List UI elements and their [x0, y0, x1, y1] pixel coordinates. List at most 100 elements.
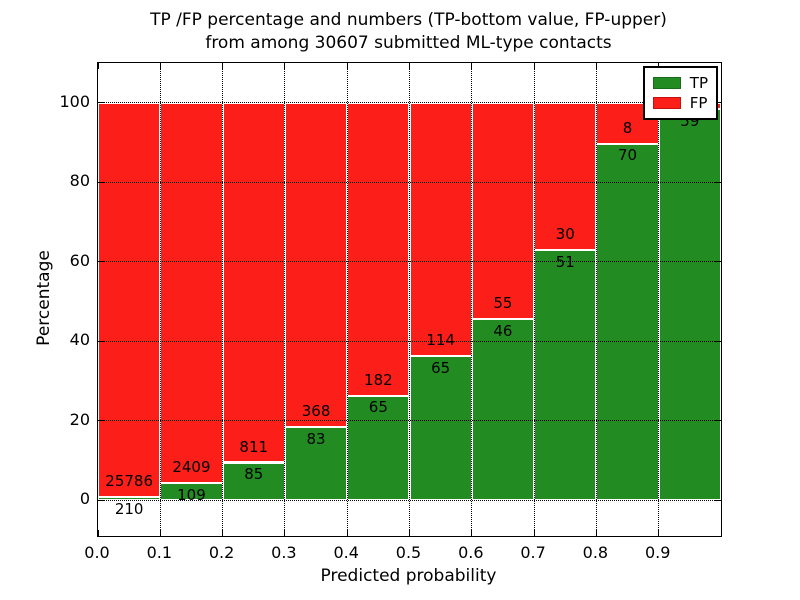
tp-count-label: 51 [555, 252, 575, 271]
chart-title-line1: TP /FP percentage and numbers (TP-bottom… [150, 10, 667, 30]
x-gridline [159, 63, 161, 536]
y-tick-mark [98, 499, 104, 501]
fp-bar-segment [160, 102, 223, 483]
y-tick-label: 20 [69, 409, 90, 429]
x-axis-label: Predicted probability [320, 566, 497, 586]
y-tick-mark [98, 340, 104, 342]
legend-row: FP [652, 93, 708, 113]
fp-count-label: 368 [301, 402, 331, 421]
tp-bar-segment [471, 319, 535, 501]
tp-bar-segment [347, 395, 410, 501]
legend-label: TP [689, 74, 708, 92]
x-tick-label: 0.6 [458, 543, 484, 562]
fp-count-label: 182 [364, 370, 393, 389]
x-tick-label: 0.0 [84, 543, 110, 562]
tp-count-label: 85 [244, 465, 264, 484]
fp-bar-segment [409, 102, 472, 356]
tp-count-label: 109 [177, 485, 206, 504]
tp-count-label: 46 [493, 322, 513, 341]
y-tick-mark [98, 181, 104, 183]
y-tick-label: 40 [69, 330, 90, 350]
x-gridline [471, 63, 473, 536]
x-tick-mark [658, 530, 660, 536]
plot-area: TP FP 25786 210 2409 109 811 85 368 83 182 65 114 65… [97, 62, 722, 537]
x-tick-mark [471, 530, 473, 536]
legend: TP FP [642, 66, 718, 120]
x-gridline [222, 63, 224, 536]
tp-bar-segment [284, 427, 348, 501]
x-tick-label: 0.3 [271, 543, 297, 562]
fp-count-label: 114 [426, 330, 455, 349]
tp-bar-segment [534, 249, 597, 501]
y-tick-label: 0 [79, 489, 90, 509]
y-tick-mark [715, 181, 721, 183]
x-tick-mark [533, 530, 535, 536]
tp-bar-segment [596, 143, 659, 501]
fp-count-label: 8 [622, 118, 633, 137]
fp-count-label: 811 [239, 437, 269, 456]
x-tick-mark [284, 63, 286, 69]
fp-count-label: 2409 [172, 458, 211, 477]
fp-bar-segment [347, 102, 410, 396]
fp-count-label: 30 [555, 225, 575, 244]
x-tick-mark [159, 530, 161, 536]
x-gridline [346, 63, 348, 536]
x-tick-label: 0.8 [582, 543, 609, 562]
tp-count-label: 65 [431, 358, 451, 377]
y-tick-mark [98, 102, 104, 104]
x-tick-mark [595, 63, 597, 69]
y-tick-mark [715, 420, 721, 422]
x-tick-label: 0.4 [333, 543, 359, 562]
x-tick-mark [222, 63, 224, 69]
tp-count-label: 70 [618, 146, 638, 165]
y-tick-mark [715, 499, 721, 501]
fp-count-label: 55 [493, 294, 513, 313]
x-tick-mark [97, 63, 99, 69]
tp-count-label: 83 [306, 429, 326, 448]
x-tick-mark [284, 530, 286, 536]
tp-count-label: 210 [114, 499, 144, 518]
x-tick-label: 0.7 [520, 543, 546, 562]
x-tick-label: 0.1 [146, 543, 173, 562]
legend-label: FP [689, 94, 708, 112]
tp-bar-segment [98, 497, 161, 501]
x-tick-mark [595, 530, 597, 536]
y-tick-mark [715, 102, 721, 104]
chart-title-line2: from among 30607 submitted ML-type conta… [205, 33, 612, 53]
y-tick-mark [98, 261, 104, 263]
y-tick-label: 80 [69, 171, 90, 191]
x-gridline [409, 63, 410, 536]
x-tick-mark [533, 63, 535, 69]
x-tick-mark [409, 530, 410, 536]
x-gridline [595, 63, 597, 536]
tp-bar-segment [658, 109, 721, 501]
x-tick-mark [346, 63, 348, 69]
tp-bar-segment [409, 355, 472, 501]
tp-count-label: 65 [368, 398, 388, 417]
x-tick-label: 0.2 [208, 543, 235, 562]
x-tick-mark [97, 530, 99, 536]
legend-row: TP [652, 73, 708, 93]
x-tick-label: 0.9 [644, 543, 671, 562]
y-tick-mark [98, 420, 104, 422]
x-tick-mark [159, 63, 161, 69]
y-tick-mark [715, 340, 721, 342]
y-tick-label: 60 [69, 250, 90, 270]
x-tick-mark [222, 530, 224, 536]
fp-legend-swatch [652, 97, 681, 109]
x-gridline [284, 63, 286, 536]
fp-bar-segment [471, 102, 535, 320]
y-tick-mark [715, 261, 721, 263]
fp-bar-segment [222, 102, 285, 463]
fp-count-label: 25786 [105, 472, 153, 491]
tp-bar-segment [160, 483, 223, 501]
x-gridline [658, 63, 660, 536]
x-tick-label: 0.5 [395, 543, 422, 562]
chart-title: TP /FP percentage and numbers (TP-bottom… [97, 9, 720, 55]
fp-bar-segment [534, 102, 597, 250]
fp-bar-segment [98, 102, 161, 497]
x-tick-mark [346, 530, 348, 536]
tp-legend-swatch [652, 77, 681, 89]
y-tick-label: 100 [59, 91, 90, 111]
